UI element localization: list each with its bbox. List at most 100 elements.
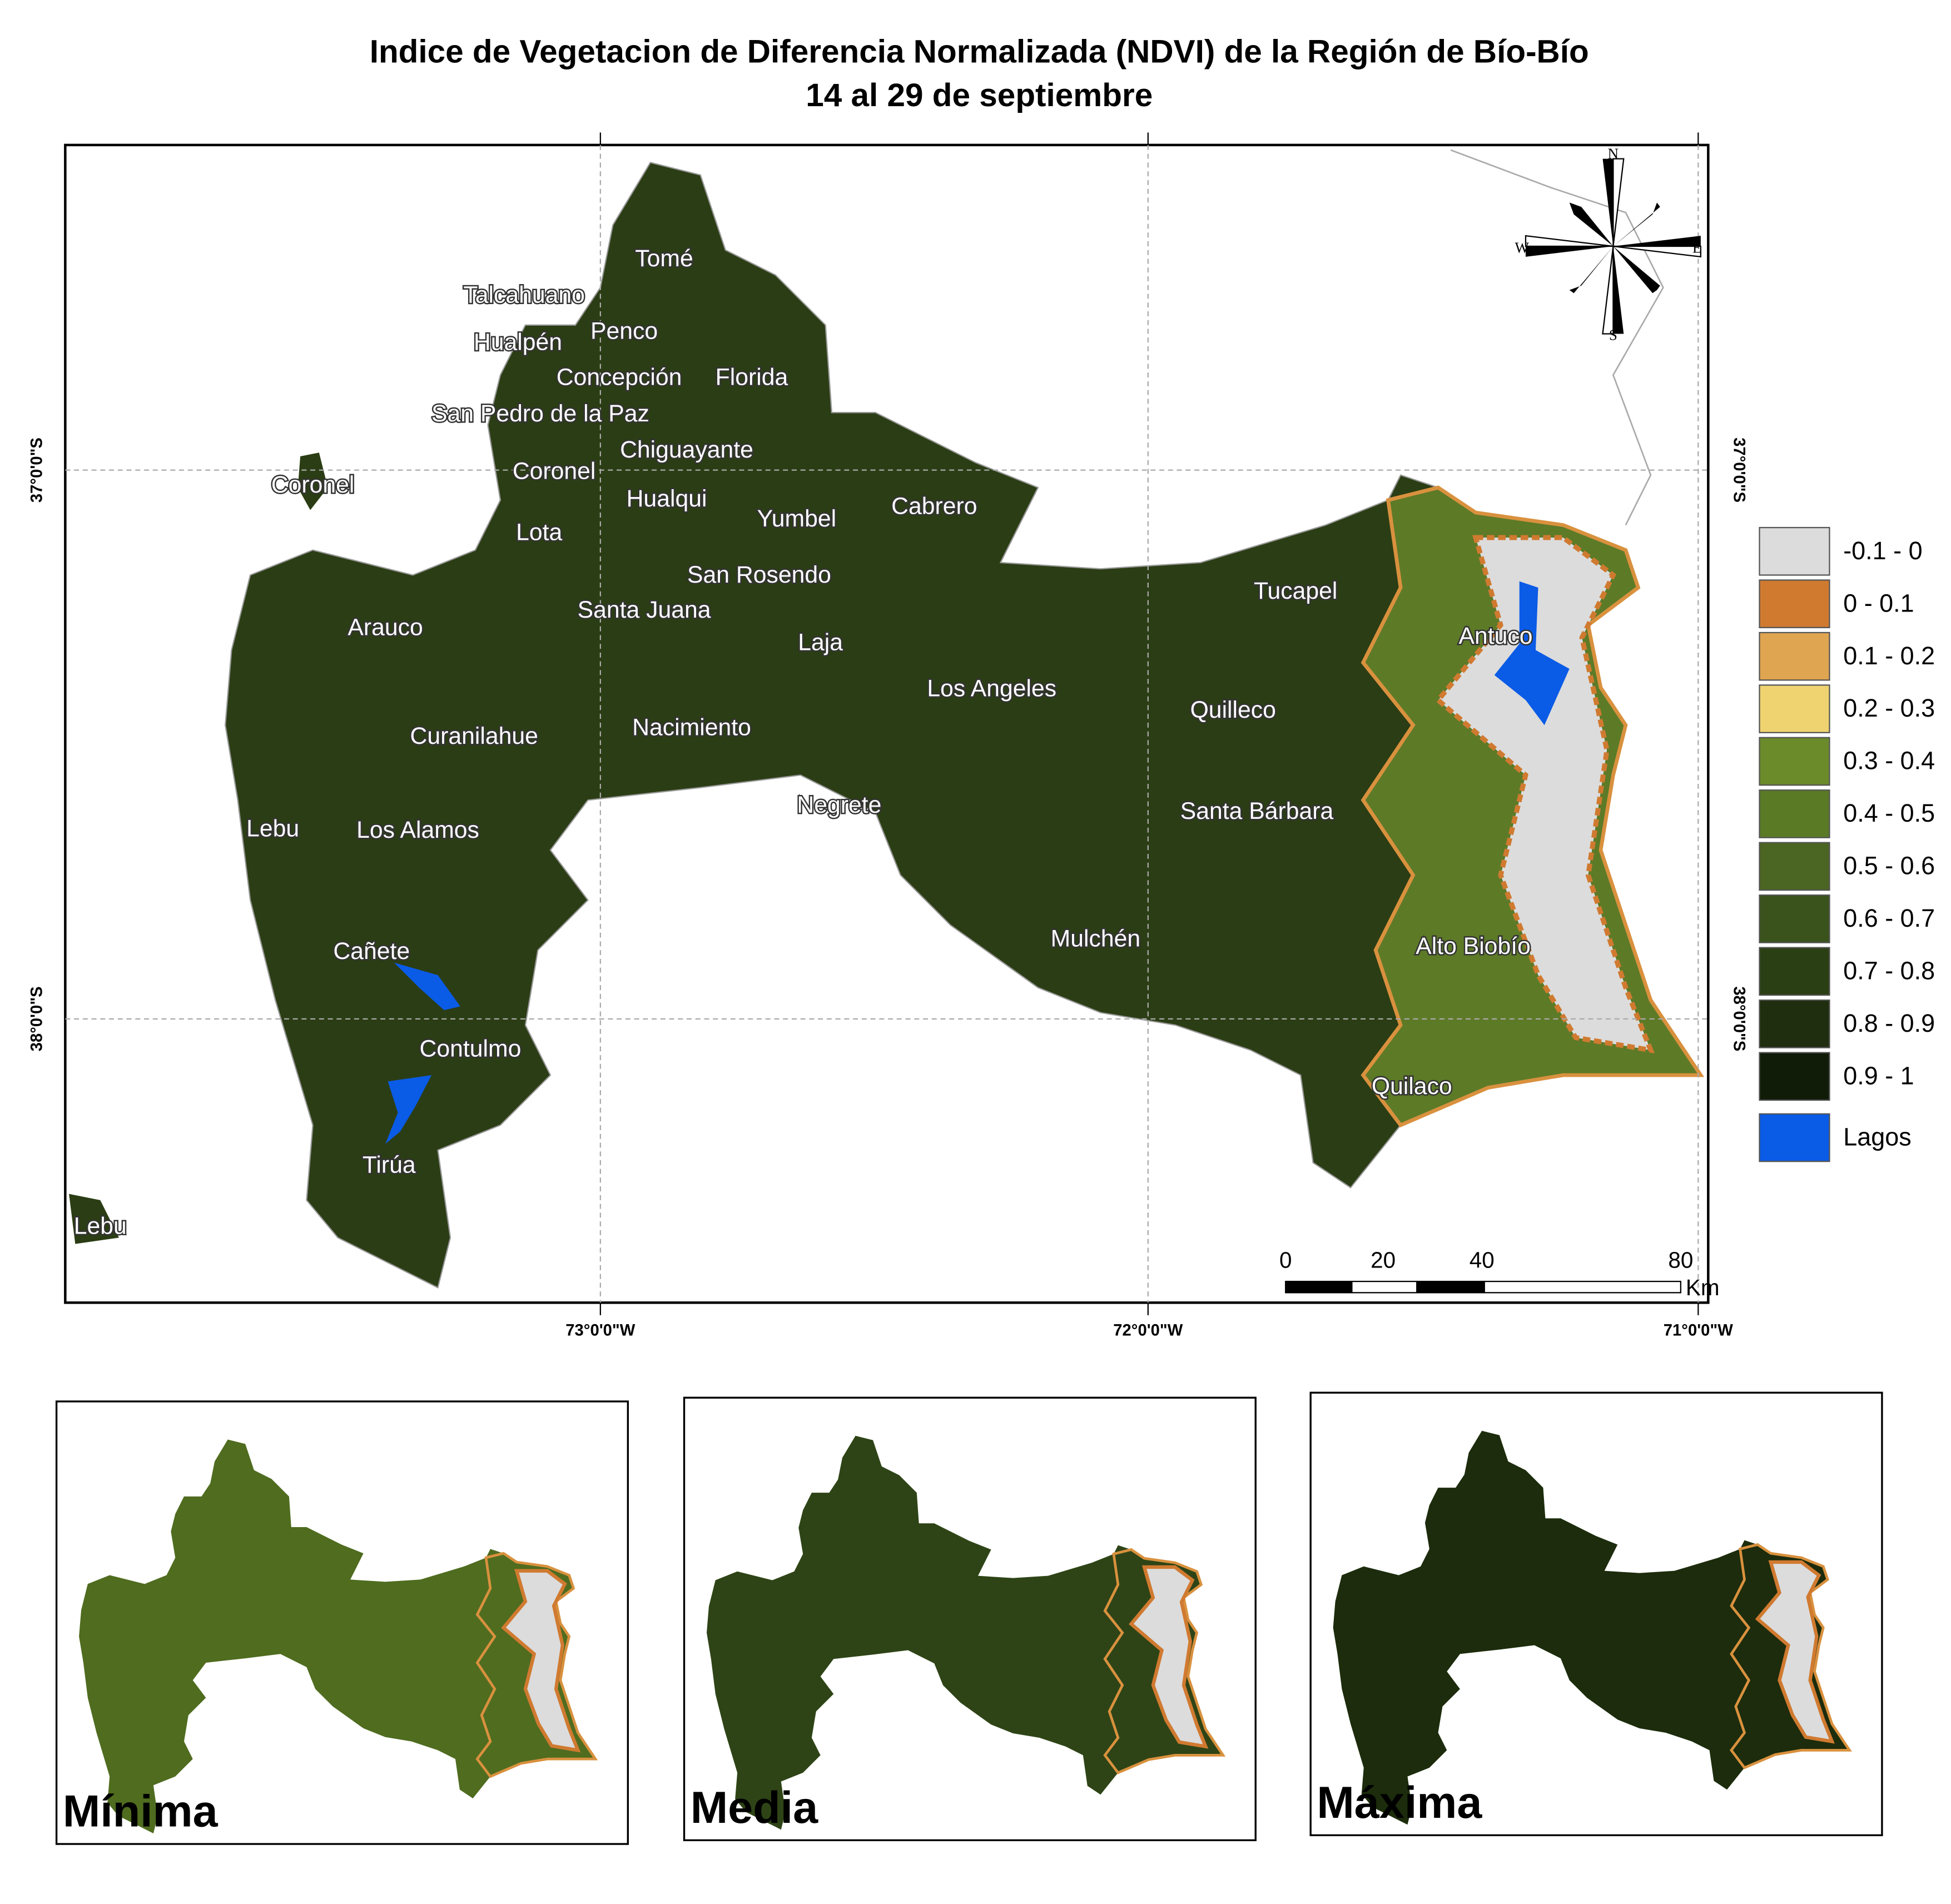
legend-label: 0.6 - 0.7 [1843, 904, 1935, 932]
compass-arm [1602, 246, 1614, 335]
legend-label: 0.4 - 0.5 [1843, 799, 1935, 827]
place-label: Santa Juana [578, 596, 711, 623]
lat-label: 37°0'0"S [28, 438, 46, 503]
scale-label: 20 [1371, 1247, 1396, 1272]
legend-label: 0.3 - 0.4 [1843, 747, 1935, 775]
legend-label: 0.7 - 0.8 [1843, 956, 1935, 985]
place-label: Quilaco [1372, 1073, 1452, 1100]
legend-label: 0.9 - 1 [1843, 1061, 1914, 1090]
legend-swatch [1759, 842, 1830, 891]
place-label: San Pedro de la Paz [431, 400, 649, 427]
legend-label: 0.8 - 0.9 [1843, 1009, 1935, 1037]
place-label: Alto Biobío [1416, 933, 1531, 960]
lon-label: 73°0'0"W [565, 1322, 635, 1340]
legend-swatch [1759, 894, 1830, 943]
place-label: Coronel [271, 471, 355, 498]
border [1450, 149, 1664, 526]
scale-label: 80 [1668, 1247, 1693, 1272]
scale-unit: Km [1686, 1275, 1720, 1300]
scale-segment [1416, 1280, 1485, 1294]
place-label: Cañete [333, 938, 410, 965]
legend-swatch [1759, 737, 1830, 786]
place-label: Talcahuano [463, 281, 585, 308]
compass-w: W [1515, 239, 1530, 256]
legend-swatch [1759, 789, 1830, 838]
inset-label: Mínima [63, 1787, 219, 1837]
scale-segment [1483, 1280, 1681, 1294]
place-label: Santa Bárbara [1180, 798, 1334, 824]
inset-map: Máxima [1309, 1391, 1883, 1836]
place-label: Lota [516, 519, 562, 546]
place-label: Lebu [74, 1213, 127, 1240]
inset-label: Media [691, 1783, 818, 1833]
compass-e: E [1692, 239, 1701, 256]
lon-label: 72°0'0"W [1113, 1322, 1183, 1340]
legend-swatch [1759, 1113, 1830, 1162]
place-label: Laja [798, 629, 843, 655]
legend-swatch [1759, 999, 1830, 1048]
inset-map: Mínima [55, 1400, 629, 1845]
place-label: Penco [590, 317, 658, 344]
place-label: Curanilahue [410, 723, 538, 749]
place-label: Contulmo [420, 1035, 522, 1062]
place-label: Nacimiento [632, 714, 751, 740]
place-label: Coronel [513, 458, 596, 484]
place-label: Arauco [347, 614, 423, 640]
compass-arm [1525, 235, 1614, 247]
place-label: Los Alamos [356, 817, 479, 843]
place-label: Yumbel [757, 505, 837, 532]
compass-arm [1569, 246, 1614, 294]
legend-label: -0.1 - 0 [1843, 536, 1922, 565]
place-label: Tomé [635, 245, 693, 272]
legend-label: 0 - 0.1 [1843, 589, 1914, 617]
place-label: San Rosendo [687, 561, 831, 588]
place-label: Tucapel [1254, 578, 1337, 604]
place-label: Hualpén [474, 329, 562, 356]
legend-swatch [1759, 1052, 1830, 1101]
lat-label: 38°0'0"S [1730, 986, 1748, 1051]
inset-map: Media [683, 1396, 1257, 1841]
legend-label: 0.5 - 0.6 [1843, 852, 1935, 880]
legend-swatch [1759, 684, 1830, 733]
place-label: Antuco [1459, 623, 1533, 649]
scale-label: 0 [1279, 1247, 1292, 1272]
island [69, 1194, 120, 1244]
compass-s: S [1609, 327, 1617, 344]
compass-arm [1613, 202, 1660, 247]
lat-label: 37°0'0"S [1730, 438, 1748, 503]
place-label: Mulchén [1051, 925, 1140, 952]
legend-swatch [1759, 579, 1830, 629]
legend-label: 0.1 - 0.2 [1843, 642, 1935, 670]
scale-segment [1351, 1280, 1418, 1294]
lake [1494, 581, 1570, 725]
legend-label: 0.2 - 0.3 [1843, 694, 1935, 722]
place-label: Cabrero [891, 493, 977, 519]
place-label: Chiguayante [620, 436, 753, 463]
place-label: Negrete [797, 792, 881, 818]
lat-label: 38°0'0"S [28, 986, 46, 1051]
lon-label: 71°0'0"W [1664, 1322, 1733, 1340]
inset-label: Máxima [1317, 1778, 1482, 1828]
lake [394, 962, 460, 1011]
scale-label: 40 [1470, 1247, 1495, 1272]
place-label: Hualqui [627, 485, 707, 512]
place-label: Tirúa [363, 1151, 416, 1178]
compass-arm [1612, 158, 1625, 247]
compass-arm [1569, 202, 1614, 247]
compass-arm [1613, 246, 1624, 334]
legend-swatch [1759, 632, 1830, 681]
legend-swatch [1759, 947, 1830, 996]
legend-swatch [1759, 526, 1830, 576]
place-label: Los Angeles [927, 675, 1056, 702]
compass-arm [1525, 246, 1614, 257]
place-label: Quilleco [1190, 697, 1276, 723]
main-map [64, 143, 1710, 1304]
legend-label: Lagos [1843, 1123, 1912, 1151]
compass-arm [1613, 245, 1701, 258]
lake [385, 1075, 432, 1144]
subtitle: 14 al 29 de septiembre [806, 77, 1153, 113]
compass-n: N [1608, 146, 1619, 162]
place-label: Florida [716, 364, 788, 391]
island [297, 453, 328, 510]
